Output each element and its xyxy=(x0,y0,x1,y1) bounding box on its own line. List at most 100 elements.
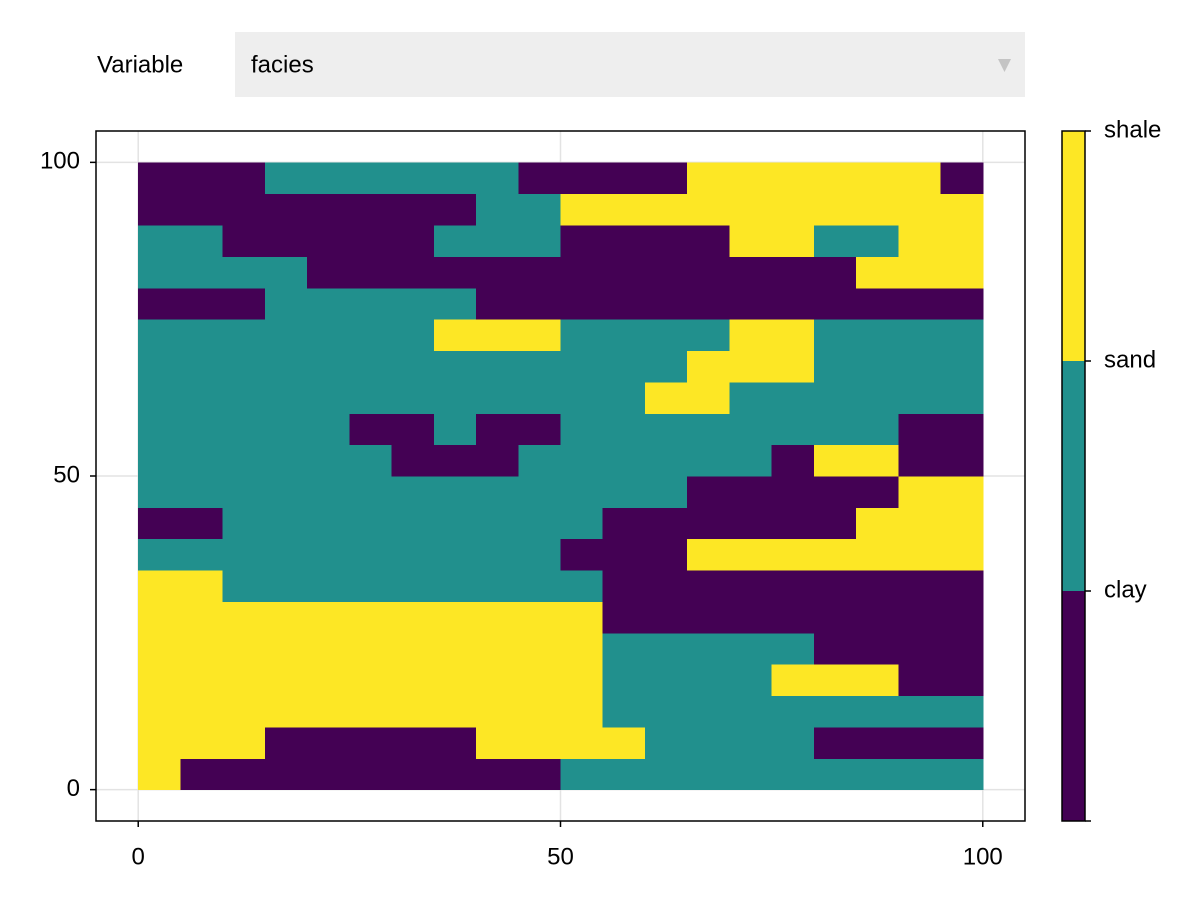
heatmap-cell xyxy=(264,381,308,414)
heatmap-cell xyxy=(898,601,942,634)
heatmap-cell xyxy=(729,162,773,195)
heatmap-cell xyxy=(940,444,984,477)
heatmap-cell xyxy=(476,507,519,540)
dropdown-arrow[interactable] xyxy=(998,59,1011,72)
heatmap-cell xyxy=(813,413,857,446)
heatmap-cell xyxy=(264,632,308,665)
dropdown-box[interactable] xyxy=(235,32,1025,97)
x-tick-label: 100 xyxy=(963,843,1003,870)
heatmap-cell xyxy=(391,256,435,289)
heatmap-cell xyxy=(264,287,308,320)
heatmap-cell xyxy=(602,601,646,634)
heatmap-cell xyxy=(687,319,730,352)
heatmap-cell xyxy=(729,632,773,665)
heatmap-cell xyxy=(940,287,984,320)
heatmap-cell xyxy=(433,538,477,571)
heatmap-cell xyxy=(180,350,224,383)
heatmap-cell xyxy=(687,570,730,602)
heatmap-cell xyxy=(433,162,477,195)
heatmap-cell xyxy=(560,225,604,257)
heatmap-cell xyxy=(729,350,773,383)
heatmap-cell xyxy=(349,507,393,540)
heatmap-cell xyxy=(560,193,604,226)
heatmap-cell xyxy=(391,476,435,508)
heatmap-cell xyxy=(138,538,181,571)
heatmap-cell xyxy=(518,601,561,634)
heatmap-cell xyxy=(433,225,477,257)
heatmap-cell xyxy=(222,193,266,226)
heatmap-cell xyxy=(180,632,224,665)
heatmap-cell xyxy=(560,695,604,728)
heatmap-cell xyxy=(391,444,435,477)
heatmap-cell xyxy=(644,413,688,446)
heatmap-cell xyxy=(433,476,477,508)
heatmap-cell xyxy=(433,570,477,602)
heatmap-cell xyxy=(771,193,815,226)
heatmap-cell xyxy=(729,444,773,477)
heatmap-cell xyxy=(729,256,773,289)
heatmap-cell xyxy=(307,758,350,791)
heatmap-cell xyxy=(349,695,393,728)
heatmap-cell xyxy=(307,225,350,257)
heatmap-cell xyxy=(560,287,604,320)
heatmap-cell xyxy=(433,695,477,728)
heatmap-cell xyxy=(729,726,773,759)
heatmap-cell xyxy=(602,758,646,791)
heatmap-cell xyxy=(940,225,984,257)
heatmap-cell xyxy=(687,695,730,728)
heatmap-cell xyxy=(476,350,519,383)
heatmap-cell xyxy=(687,381,730,414)
heatmap-cell xyxy=(898,758,942,791)
heatmap-cell xyxy=(349,632,393,665)
heatmap-cell xyxy=(349,381,393,414)
heatmap-cell xyxy=(856,476,899,508)
heatmap-cell xyxy=(687,162,730,195)
heatmap-cell xyxy=(222,570,266,602)
heatmap-cell xyxy=(222,695,266,728)
heatmap-cell xyxy=(433,507,477,540)
heatmap-cell xyxy=(729,570,773,602)
heatmap-cell xyxy=(729,601,773,634)
y-tick-label: 100 xyxy=(40,148,80,175)
heatmap-cell xyxy=(349,664,393,697)
heatmap-cell xyxy=(898,538,942,571)
heatmap-cell xyxy=(180,538,224,571)
heatmap-cell xyxy=(349,538,393,571)
heatmap-cell xyxy=(476,193,519,226)
heatmap-cell xyxy=(476,695,519,728)
heatmap-cell xyxy=(349,413,393,446)
heatmap-cell xyxy=(180,476,224,508)
heatmap-cell xyxy=(602,193,646,226)
heatmap-cell xyxy=(940,381,984,414)
heatmap-cell xyxy=(391,381,435,414)
heatmap-cell xyxy=(602,507,646,540)
heatmap-cell xyxy=(898,507,942,540)
heatmap-cell xyxy=(687,758,730,791)
heatmap-cell xyxy=(602,570,646,602)
heatmap-cell xyxy=(687,287,730,320)
heatmap-cell xyxy=(433,758,477,791)
colorbar-band xyxy=(1062,131,1085,361)
heatmap-cell xyxy=(180,287,224,320)
heatmap-cell xyxy=(138,664,181,697)
dropdown-value[interactable]: facies xyxy=(251,51,314,78)
heatmap-cell xyxy=(180,695,224,728)
heatmap-cell xyxy=(433,350,477,383)
heatmap-cell xyxy=(856,381,899,414)
heatmap-cell xyxy=(138,507,181,540)
x-tick-label: 0 xyxy=(132,843,145,870)
dropdown[interactable]: facies xyxy=(235,32,1025,97)
heatmap-cell xyxy=(180,444,224,477)
heatmap-cell xyxy=(349,601,393,634)
heatmap-cell xyxy=(433,256,477,289)
heatmap-cell xyxy=(349,162,393,195)
heatmap-cell xyxy=(898,664,942,697)
heatmap-cell xyxy=(644,319,688,352)
heatmap-cell xyxy=(644,570,688,602)
heatmap-cell xyxy=(687,256,730,289)
heatmap-cell xyxy=(644,538,688,571)
heatmap-cell xyxy=(518,726,561,759)
heatmap-cell xyxy=(264,538,308,571)
heatmap-cell xyxy=(476,664,519,697)
heatmap-cell xyxy=(264,350,308,383)
